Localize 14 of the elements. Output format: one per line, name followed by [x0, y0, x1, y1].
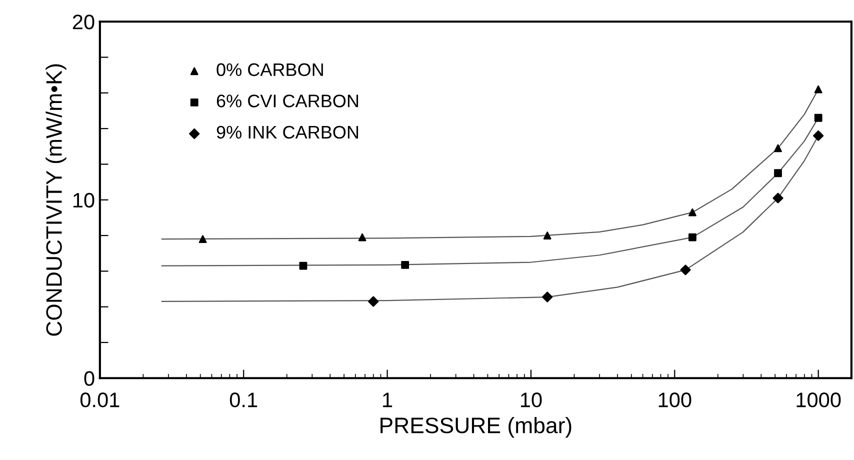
x-tick-label: 1000	[796, 392, 841, 408]
legend-label: 9% INK CARBON	[216, 126, 358, 139]
x-tick-label: 10	[520, 392, 542, 408]
x-tick-label: 0.1	[230, 392, 258, 408]
y-tick-label: 20	[72, 14, 94, 30]
legend-label: 0% CARBON	[216, 63, 323, 76]
x-tick-label: 100	[658, 392, 692, 408]
x-tick-label: 0.01	[80, 392, 120, 408]
x-tick-label: 1	[383, 392, 392, 408]
x-axis-title: PRESSURE (mbar)	[380, 416, 572, 438]
legend-label: 6% CVI CARBON	[216, 94, 358, 108]
y-tick-label: 0	[84, 371, 94, 386]
y-tick-label: 10	[73, 192, 94, 208]
y-axis-title: CONDUCTIVITY (mW/m•K)	[46, 64, 66, 336]
